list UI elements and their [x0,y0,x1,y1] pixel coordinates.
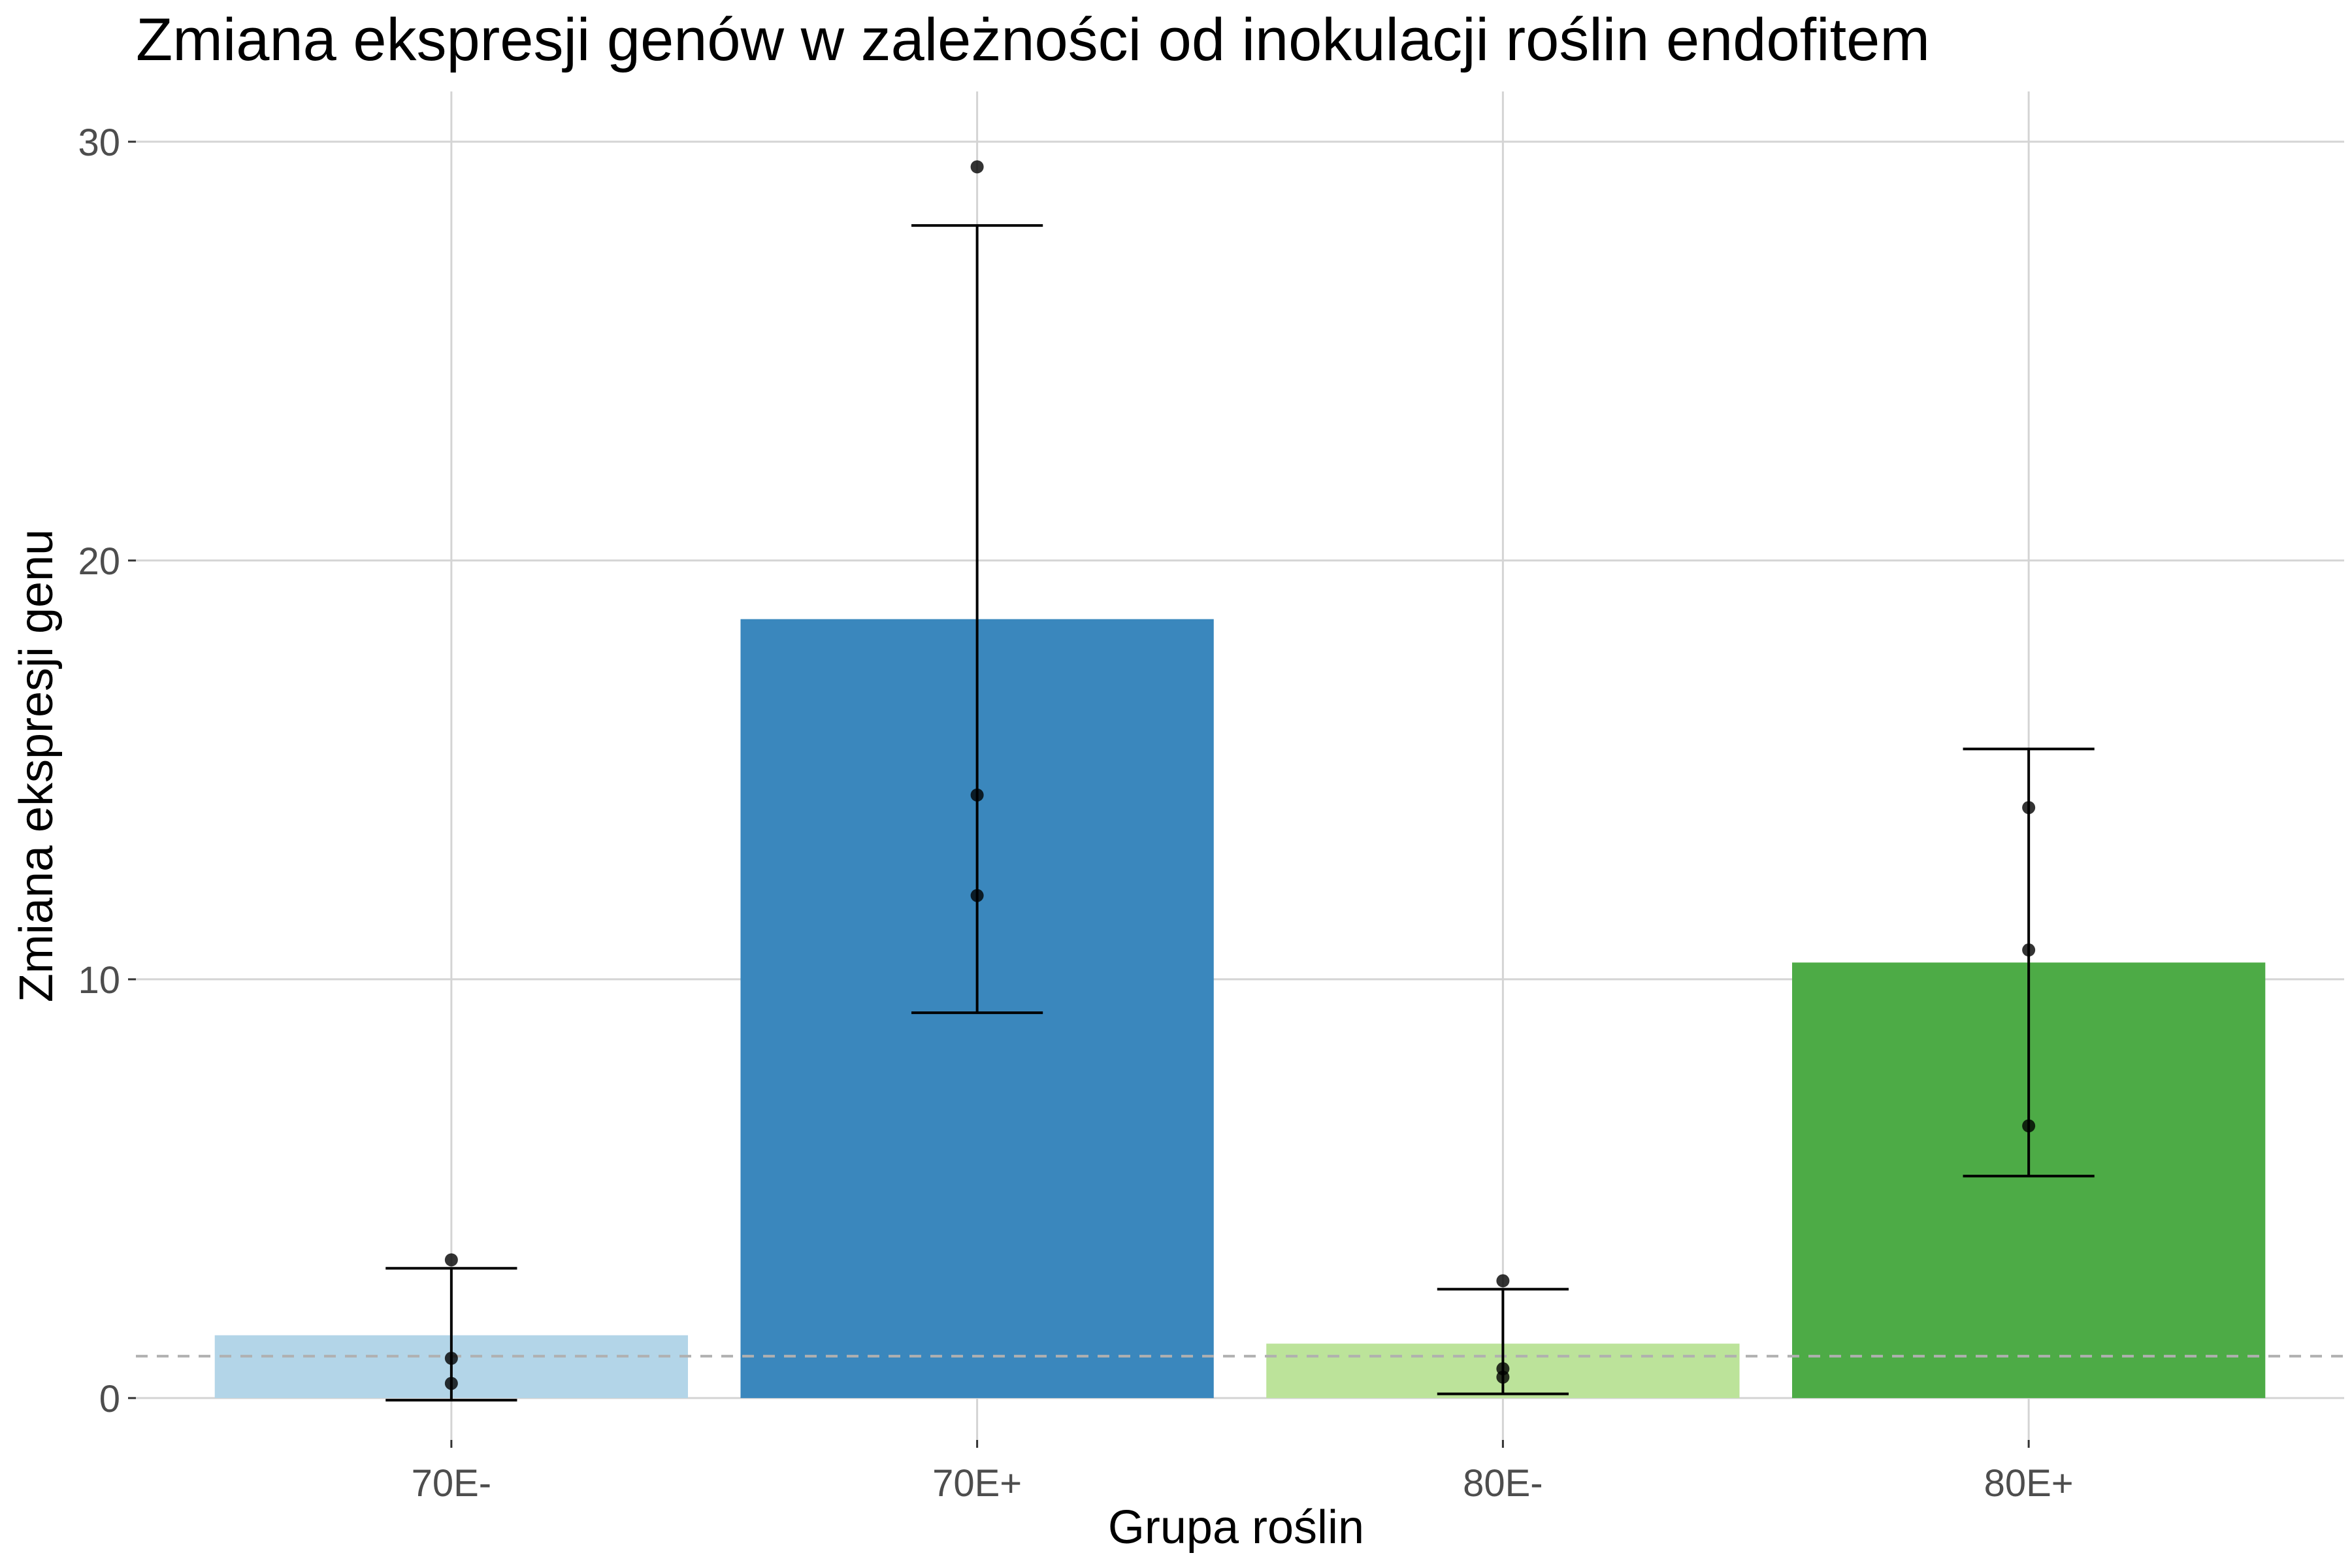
data-points [444,160,2036,1390]
y-tick-label-3: 30 [78,122,120,164]
bars [214,619,2266,1398]
point-80E--2 [1496,1370,1510,1384]
x-tick-label-80E+: 80E+ [1984,1462,2074,1505]
point-80E--0 [1496,1274,1510,1288]
chart-title: Zmiana ekspresji genów w zależności od i… [136,7,1930,73]
point-70E+-0 [970,160,984,174]
point-70E+-1 [970,788,984,802]
point-70E+-2 [970,889,984,902]
y-axis-title: Zmiana ekspresji genu [10,529,63,1002]
point-70E--1 [444,1352,458,1365]
point-80E+-1 [2022,943,2036,957]
point-70E--0 [444,1253,458,1267]
x-tick-label-70E+: 70E+ [932,1462,1022,1505]
y-tick-label-2: 20 [78,540,120,583]
error-bars [385,224,2095,1402]
point-80E+-0 [2022,801,2036,815]
x-axis-title: Grupa roślin [1108,1501,1364,1554]
y-tick-label-1: 10 [78,959,120,1002]
x-tick-label-80E-: 80E- [1463,1462,1543,1505]
y-tick-label-0: 0 [99,1378,120,1420]
x-tick-label-70E-: 70E- [412,1462,492,1505]
point-70E--2 [444,1377,458,1390]
point-80E+-2 [2022,1119,2036,1133]
y-axis: 0 10 20 30 [78,122,136,1420]
x-axis: 70E- 70E+ 80E- 80E+ [412,1440,2074,1505]
